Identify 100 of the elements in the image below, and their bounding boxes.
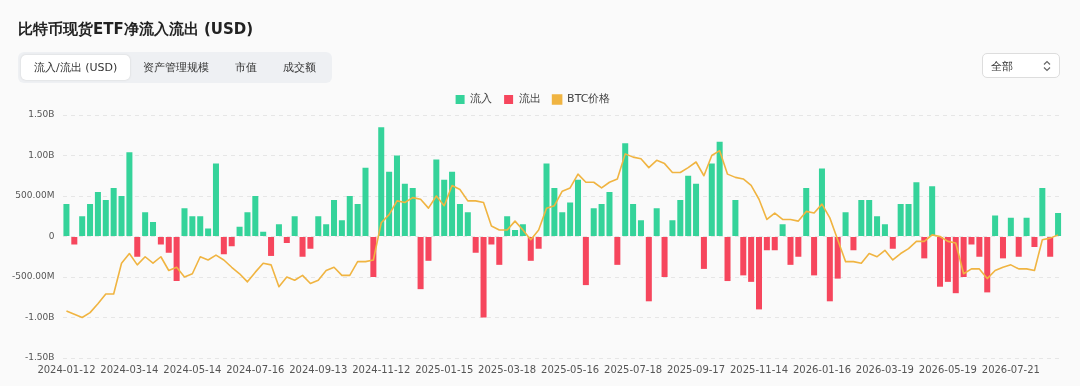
bar	[929, 186, 936, 236]
x-tick-label: 2025-09-17	[666, 363, 726, 375]
x-tick-label: 2025-07-18	[604, 363, 663, 375]
bar	[102, 200, 109, 236]
x-tick-label: 2025-11-14	[729, 363, 789, 375]
bar	[693, 183, 700, 236]
bar	[331, 200, 338, 236]
bar	[921, 237, 928, 259]
y-tick-label: 0	[48, 230, 55, 241]
bar	[535, 237, 542, 249]
bar	[811, 237, 818, 276]
y-tick-label: 1.00B	[28, 149, 55, 160]
legend-label: BTC价格	[567, 92, 611, 106]
bar	[937, 237, 944, 287]
bar	[685, 175, 692, 236]
x-tick-label: 2026-05-19	[918, 363, 977, 375]
bar	[803, 187, 810, 236]
bar	[228, 237, 235, 247]
x-tick-label: 2024-03-14	[100, 363, 159, 375]
bar	[763, 237, 770, 251]
bar	[724, 237, 731, 282]
text: 全部	[991, 60, 1013, 73]
bar	[63, 204, 70, 236]
bar	[220, 237, 227, 255]
bar	[527, 237, 534, 261]
bar	[393, 155, 400, 236]
bar	[173, 237, 180, 282]
bar	[999, 237, 1006, 259]
bar	[134, 237, 141, 257]
y-tick-label: 500.00M	[15, 190, 55, 201]
bar	[464, 212, 471, 236]
bar	[157, 237, 164, 245]
bar	[614, 237, 621, 265]
text: 成交额	[282, 60, 318, 76]
bar	[850, 237, 857, 251]
bar	[653, 208, 660, 236]
bar	[992, 215, 999, 236]
text: 流入/流出 (USD)	[21, 55, 131, 80]
bar	[165, 237, 172, 253]
bar	[1047, 237, 1054, 257]
bar	[630, 204, 637, 236]
bar	[441, 179, 448, 236]
bar	[401, 183, 408, 236]
bar	[700, 237, 707, 269]
bar	[456, 204, 463, 236]
bar	[512, 230, 519, 236]
text: 资产管理规模	[142, 60, 211, 76]
bar	[150, 221, 157, 236]
bar	[842, 212, 849, 236]
bar	[433, 159, 440, 236]
bar	[386, 171, 393, 236]
y-tick-label: 1.50B	[28, 109, 55, 120]
bar	[661, 237, 668, 277]
bar	[449, 171, 456, 236]
bar	[496, 237, 503, 265]
x-tick-label: 2026-07-21	[981, 363, 1040, 375]
bar	[944, 237, 951, 282]
bar	[645, 237, 652, 302]
x-tick-label: 2024-01-12	[37, 363, 96, 375]
bar	[787, 237, 794, 265]
bar	[197, 216, 204, 236]
bar	[669, 220, 676, 236]
bar	[291, 216, 298, 236]
bar	[622, 143, 629, 236]
bar	[755, 237, 763, 310]
x-tick-label: 2024-11-12	[352, 363, 411, 375]
bar	[71, 237, 78, 245]
bar	[771, 237, 778, 251]
bar	[1015, 237, 1022, 257]
bar	[110, 187, 117, 236]
bar	[590, 208, 597, 236]
bar	[637, 220, 644, 236]
bar	[582, 237, 589, 286]
y-tick-label: -1.50B	[25, 352, 55, 363]
x-tick-label: 2024-09-13	[289, 363, 348, 375]
bar	[748, 237, 755, 282]
bar	[1031, 237, 1038, 248]
x-tick-label: 2025-05-16	[541, 363, 600, 375]
bar	[716, 141, 723, 236]
bar	[472, 237, 479, 253]
bar	[889, 237, 896, 249]
x-tick-label: 2024-05-14	[163, 363, 222, 375]
bar	[252, 196, 259, 236]
bar	[79, 216, 86, 236]
bar	[779, 224, 786, 236]
bar	[378, 127, 385, 236]
bar	[874, 216, 881, 236]
bar	[1055, 213, 1062, 236]
legend-label: 流出	[518, 92, 541, 106]
bar	[142, 212, 149, 236]
bar	[574, 179, 581, 236]
bar	[881, 224, 888, 236]
bar	[94, 191, 101, 236]
x-tick-label: 2026-03-19	[855, 363, 914, 375]
bar	[1007, 217, 1014, 236]
bar	[677, 200, 684, 236]
x-tick-label: 2026-01-16	[792, 363, 852, 375]
x-tick-label: 2024-07-16	[226, 363, 285, 375]
bar	[858, 200, 865, 236]
bar	[1039, 187, 1046, 236]
